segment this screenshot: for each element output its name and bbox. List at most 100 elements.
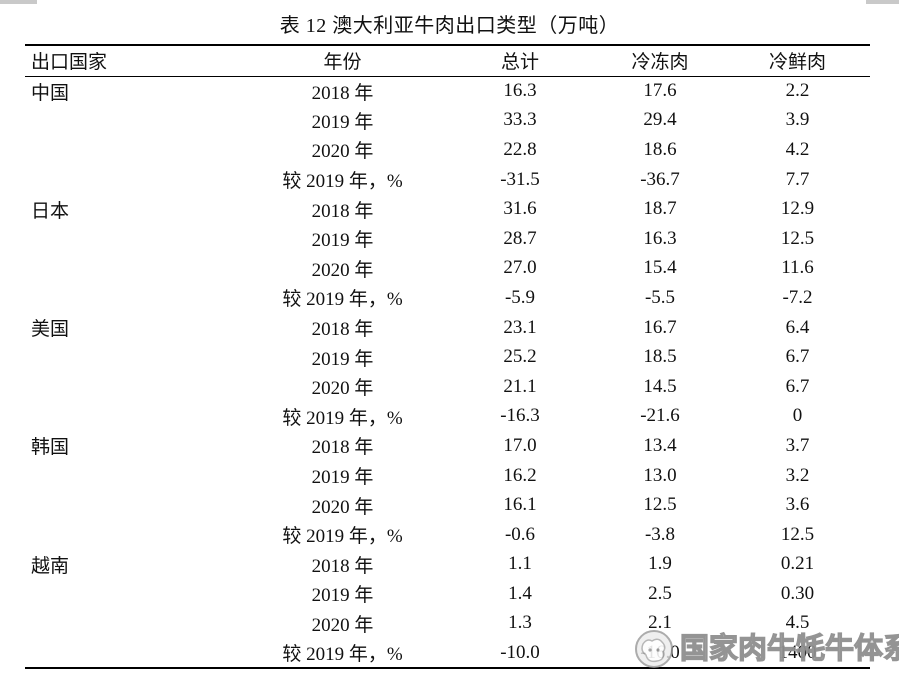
table-row: 2019 年 16.2 13.0 3.2	[25, 461, 870, 491]
beef-export-table: 出口国家 年份 总计 冷冻肉 冷鲜肉 中国 2018 年 16.3 17.6 2.2 2…	[25, 44, 870, 669]
header-country: 出口国家	[25, 45, 240, 77]
cell-year: 2018 年	[311, 200, 374, 222]
cell-total: 16.2	[503, 464, 537, 486]
cell-total: -0.6	[504, 523, 536, 545]
cell-year: 2018 年	[311, 437, 374, 459]
cell-frozen: 13.4	[643, 434, 677, 456]
cell-chilled: 6.7	[785, 346, 810, 368]
table-row: 2019 年 1.4 2.5 0.30	[25, 579, 870, 609]
cell-country: 美国	[31, 319, 70, 341]
cell-year: 2020 年	[311, 496, 374, 518]
cell-year: 2020 年	[311, 614, 374, 636]
screen-edge-artifact-left	[0, 0, 37, 4]
cell-country	[25, 135, 240, 165]
cell-country	[25, 402, 240, 432]
cell-total: 16.1	[503, 494, 537, 516]
cell-country	[25, 342, 240, 372]
table-row: 2019 年 33.3 29.4 3.9	[25, 106, 870, 136]
cell-country	[25, 106, 240, 136]
cell-country	[25, 638, 240, 668]
cell-chilled: 2.2	[785, 80, 810, 102]
cell-total: 28.7	[503, 227, 537, 249]
cell-year: 2019 年	[311, 467, 374, 489]
cell-frozen: -5.5	[644, 286, 676, 308]
cell-country	[25, 520, 240, 550]
cell-country	[25, 461, 240, 491]
table-row: 2020 年 16.1 12.5 3.6	[25, 490, 870, 520]
cell-total: 22.8	[503, 138, 537, 160]
cell-country	[25, 579, 240, 609]
cell-frozen: 18.7	[643, 198, 677, 220]
cell-country: 日本	[31, 200, 70, 222]
cell-year: 较 2019 年，%	[282, 171, 403, 193]
table-header: 出口国家 年份 总计 冷冻肉 冷鲜肉	[25, 45, 870, 77]
cell-frozen: 2.5	[648, 582, 672, 604]
cell-frozen: 2.1	[648, 612, 672, 634]
table-row: 日本 2018 年 31.6 18.7 12.9	[25, 194, 870, 224]
cell-country	[25, 165, 240, 195]
cell-frozen: 13.0	[643, 464, 677, 486]
screen-edge-artifact-right	[866, 0, 899, 4]
cell-frozen: 14.5	[643, 375, 677, 397]
cell-year: 2018 年	[311, 555, 374, 577]
cell-frozen: -21.6	[640, 405, 680, 427]
cell-chilled: 0.21	[780, 553, 815, 575]
table-row: 较 2019 年，% -10.0 -16.0 1400	[25, 638, 870, 668]
cell-country	[25, 283, 240, 313]
table-row: 2019 年 25.2 18.5 6.7	[25, 342, 870, 372]
cell-country: 韩国	[31, 437, 70, 459]
cell-country	[25, 609, 240, 639]
cell-frozen: 1.9	[648, 553, 672, 575]
table-row: 较 2019 年，% -5.9 -5.5 -7.2	[25, 283, 870, 313]
cell-chilled: 6.7	[785, 375, 810, 397]
header-total: 总计	[445, 45, 595, 77]
cell-total: -16.3	[500, 405, 540, 427]
table-row: 中国 2018 年 16.3 17.6 2.2	[25, 76, 870, 106]
cell-total: 27.0	[503, 257, 537, 279]
header-frozen: 冷冻肉	[595, 45, 725, 77]
table-row: 2019 年 28.7 16.3 12.5	[25, 224, 870, 254]
cell-country	[25, 490, 240, 520]
cell-chilled: 12.9	[780, 198, 815, 220]
cell-chilled: 4.5	[785, 612, 810, 634]
cell-total: 33.3	[503, 109, 537, 131]
cell-country: 越南	[31, 555, 70, 577]
cell-total: 23.1	[503, 316, 537, 338]
cell-year: 较 2019 年，%	[282, 289, 403, 311]
cell-year: 2019 年	[311, 348, 374, 370]
cell-frozen: 16.7	[643, 316, 677, 338]
cell-frozen: 12.5	[643, 494, 677, 516]
cell-chilled: 1400	[778, 641, 817, 663]
table-row: 越南 2018 年 1.1 1.9 0.21	[25, 550, 870, 580]
cell-frozen: -16.0	[640, 641, 680, 663]
table-title: 表 12 澳大利亚牛肉出口类型（万吨）	[279, 15, 620, 37]
cell-total: 25.2	[503, 346, 537, 368]
cell-total: 1.4	[508, 582, 532, 604]
table-row: 韩国 2018 年 17.0 13.4 3.7	[25, 431, 870, 461]
cell-chilled: 3.2	[785, 464, 810, 486]
cell-year: 2020 年	[311, 141, 374, 163]
cell-total: 1.3	[508, 612, 532, 634]
cell-chilled: 11.6	[781, 257, 814, 279]
cell-year: 较 2019 年，%	[282, 526, 403, 548]
table-row: 较 2019 年，% -31.5 -36.7 7.7	[25, 165, 870, 195]
cell-total: 21.1	[503, 375, 537, 397]
cell-frozen: 17.6	[643, 80, 677, 102]
cell-total: -5.9	[504, 286, 536, 308]
cell-year: 2018 年	[311, 82, 374, 104]
cell-country: 中国	[31, 82, 70, 104]
table-row: 较 2019 年，% -0.6 -3.8 12.5	[25, 520, 870, 550]
table-row: 2020 年 27.0 15.4 11.6	[25, 254, 870, 284]
cell-country	[25, 254, 240, 284]
header-year: 年份	[240, 45, 445, 77]
cell-total: -10.0	[500, 641, 540, 663]
cell-total: 16.3	[503, 80, 537, 102]
header-row: 出口国家 年份 总计 冷冻肉 冷鲜肉	[25, 45, 870, 77]
cell-chilled: 12.5	[780, 523, 815, 545]
cell-frozen: 18.6	[643, 138, 677, 160]
table-row: 较 2019 年，% -16.3 -21.6 0	[25, 402, 870, 432]
cell-year: 2018 年	[311, 319, 374, 341]
cell-year: 2020 年	[311, 259, 374, 281]
cell-year: 较 2019 年，%	[282, 644, 403, 666]
